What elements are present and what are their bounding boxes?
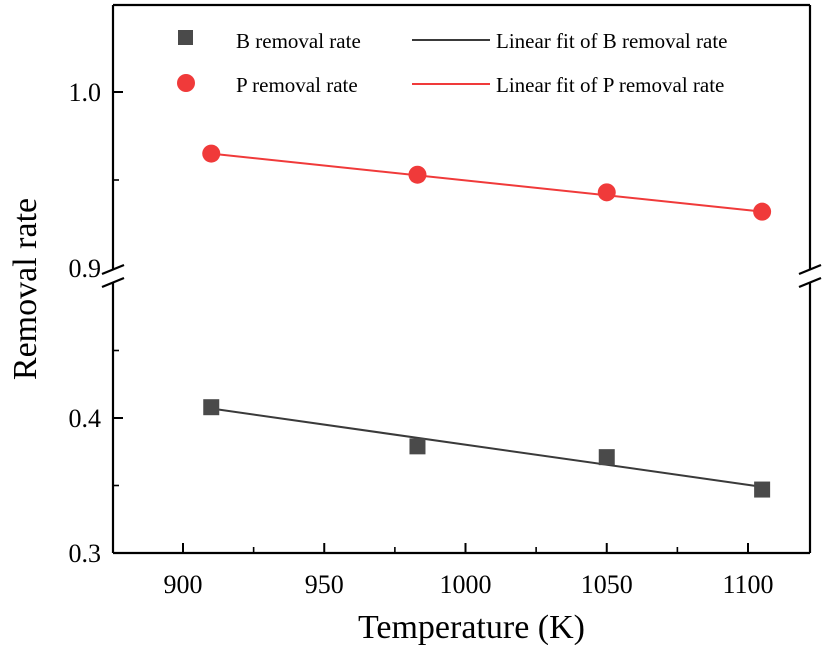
x-tick-label: 900 [164, 570, 203, 599]
legend-p-marker [177, 74, 195, 92]
y-tick-label: 0.4 [69, 404, 102, 433]
b-removal-point [409, 438, 426, 455]
axis-break-mark-right [798, 263, 822, 276]
p-removal-point [202, 144, 221, 163]
x-axis-title: Temperature (K) [358, 609, 585, 645]
x-tick-label: 950 [305, 570, 344, 599]
legend-p-fit-label: Linear fit of P removal rate [496, 73, 724, 97]
x-tick-label: 1100 [722, 570, 773, 599]
axis-break-mark-left [101, 276, 125, 289]
y-axis-title: Removal rate [7, 198, 44, 380]
y-tick-label: 1.0 [69, 78, 102, 107]
legend-b-label: B removal rate [236, 29, 361, 53]
b-removal-point [203, 399, 220, 416]
p-removal-point [408, 165, 427, 184]
x-tick-label: 1000 [440, 570, 492, 599]
y-tick-label: 0.9 [69, 254, 102, 283]
p-removal-point [753, 202, 772, 221]
b-removal-point [754, 481, 771, 498]
y-tick-label: 0.3 [69, 539, 102, 568]
b-removal-point [598, 449, 615, 466]
p-removal-point [597, 183, 616, 202]
legend-p-label: P removal rate [236, 73, 358, 97]
fit-line [211, 407, 763, 488]
axis-break-mark-left [101, 263, 125, 276]
fit-line [211, 152, 763, 213]
legend-b-fit-label: Linear fit of B removal rate [496, 29, 727, 53]
x-tick-label: 1050 [581, 570, 633, 599]
legend-b-marker [178, 30, 193, 45]
axis-break-mark-right [798, 276, 822, 289]
